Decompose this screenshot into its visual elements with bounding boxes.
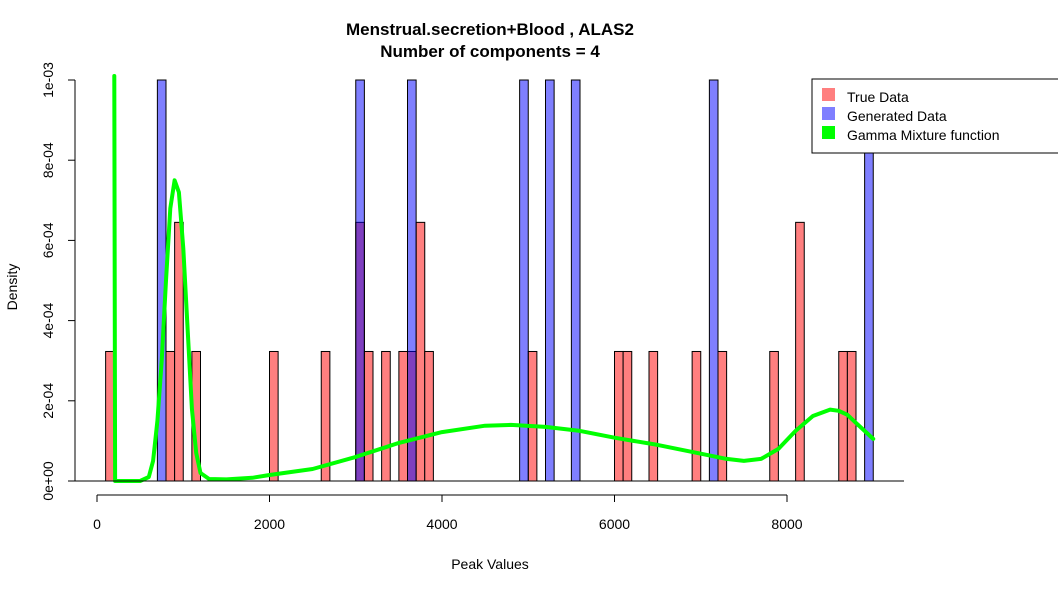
- true-data-bar-2: [174, 221, 184, 482]
- true-data-bar-12: [424, 350, 434, 482]
- x-tick-label-4: 8000: [771, 516, 802, 532]
- legend-swatch-generated-data: [822, 107, 835, 120]
- x-tick-label-0: 0: [93, 516, 101, 532]
- legend-swatch-gamma-mixture: [822, 126, 835, 139]
- x-tick-label-3: 6000: [599, 516, 630, 532]
- true-data-bar-20: [795, 221, 805, 482]
- true-data-bar-16: [648, 350, 659, 482]
- gamma-mixture-line: [112, 74, 876, 483]
- generated-data-bar-4: [545, 79, 555, 482]
- legend-box: [811, 78, 1058, 154]
- true-data-bar-17: [691, 350, 702, 482]
- gamma-mixture-curve: [112, 74, 876, 483]
- x-tick-label-1: 2000: [254, 516, 285, 532]
- true-data-bar-13: [527, 350, 538, 482]
- chart-title: Menstrual.secretion+Blood , ALAS2: [346, 20, 634, 39]
- generated-data-bars: [156, 79, 874, 482]
- generated-data-bar-6: [708, 79, 719, 482]
- x-axis-label: Peak Values: [451, 556, 529, 572]
- generated-data-bar-3: [519, 79, 529, 482]
- true-data-bar-15: [622, 350, 633, 482]
- true-data-bar-18: [717, 350, 728, 482]
- true-data-bar-1: [165, 350, 176, 482]
- true-data-bars: [105, 221, 857, 482]
- legend-label-true-data: True Data: [847, 89, 909, 105]
- legend-swatch-true-data: [822, 88, 835, 101]
- legend-label-generated-data: Generated Data: [847, 108, 947, 124]
- y-tick-label-2: 4e-04: [40, 302, 56, 338]
- x-axis: 0 2000 4000 6000 8000: [93, 494, 803, 532]
- chart-subtitle: Number of components = 4: [380, 42, 600, 61]
- true-data-bar-14: [614, 350, 624, 482]
- generated-data-bar-2: [407, 79, 417, 482]
- legend-label-gamma-mixture: Gamma Mixture function: [847, 127, 1000, 143]
- y-tick-label-4: 8e-04: [40, 142, 56, 178]
- y-tick-label-1: 2e-04: [40, 383, 56, 419]
- generated-data-bar-5: [570, 79, 581, 482]
- x-tick-label-2: 4000: [426, 516, 457, 532]
- y-axis: 0e+00 2e-04 4e-04 6e-04 8e-04 1e-03: [40, 62, 76, 501]
- true-data-bar-19: [769, 350, 779, 482]
- true-data-bar-7: [363, 350, 374, 482]
- true-data-bar-8: [381, 350, 391, 482]
- true-data-bar-4: [269, 350, 279, 482]
- true-data-bar-5: [320, 350, 331, 482]
- legend: True Data Generated Data Gamma Mixture f…: [811, 78, 1058, 154]
- y-axis-label: Density: [4, 264, 20, 311]
- y-tick-label-3: 6e-04: [40, 222, 56, 258]
- true-data-bar-9: [398, 350, 408, 482]
- true-data-bar-11: [415, 221, 426, 482]
- y-tick-label-5: 1e-03: [40, 62, 56, 98]
- y-tick-label-0: 0e+00: [40, 461, 56, 501]
- generated-data-bar-1: [355, 79, 365, 482]
